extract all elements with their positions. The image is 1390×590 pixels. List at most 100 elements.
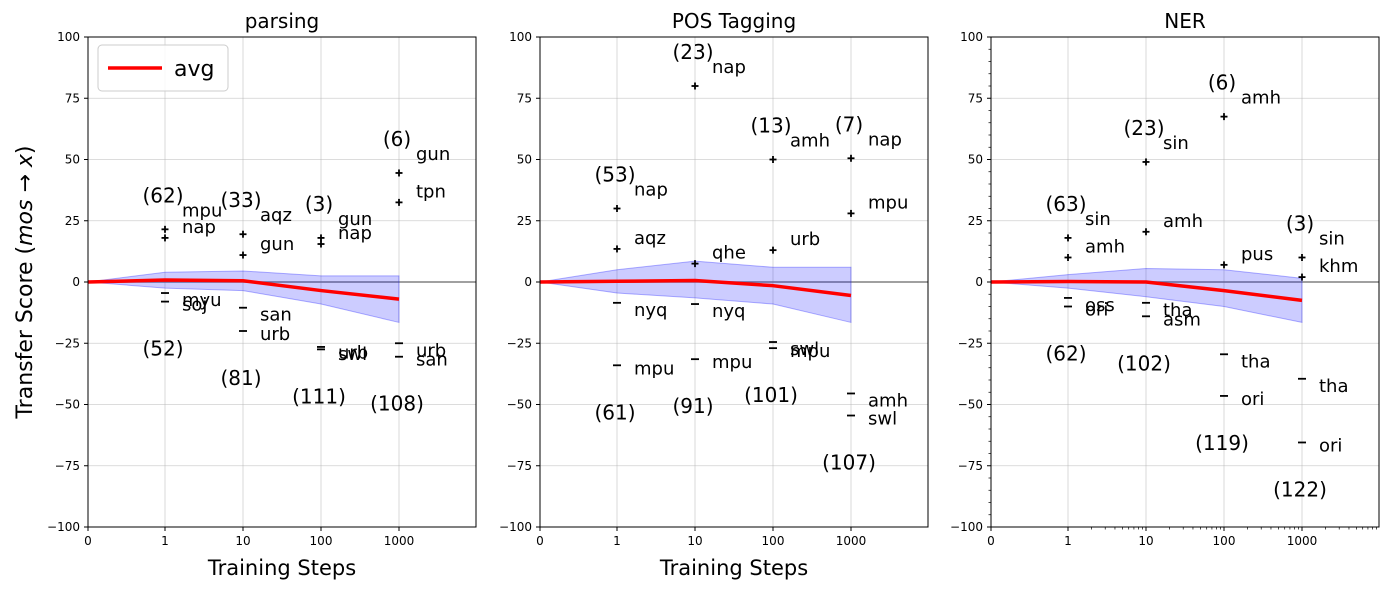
degraded-count-label: (52) bbox=[142, 337, 183, 361]
x-tick-label: 1 bbox=[161, 534, 169, 548]
x-axis-label: Training Steps bbox=[207, 556, 356, 580]
y-tick-label: 100 bbox=[509, 30, 532, 44]
language-label: tpn bbox=[416, 181, 446, 202]
language-label: amh bbox=[1241, 88, 1281, 109]
language-label: mpu bbox=[712, 352, 752, 373]
language-label: swl bbox=[790, 339, 819, 360]
y-tick-label: −100 bbox=[499, 520, 532, 534]
language-label: tha bbox=[1163, 300, 1193, 321]
language-label: gun bbox=[260, 234, 294, 255]
language-label: nap bbox=[634, 180, 668, 201]
x-tick-label: 1000 bbox=[1287, 534, 1318, 548]
legend-box bbox=[97, 44, 229, 92]
language-label: soj bbox=[182, 295, 207, 316]
chart-title: NER bbox=[1164, 9, 1206, 33]
x-tick-label: 0 bbox=[987, 534, 995, 548]
degraded-count-label: (91) bbox=[672, 394, 713, 418]
y-tick-label: 75 bbox=[65, 91, 80, 105]
degraded-count-label: (101) bbox=[744, 383, 798, 407]
x-tick-label: 100 bbox=[1213, 534, 1236, 548]
language-label: urb bbox=[416, 340, 446, 361]
y-tick-label: −75 bbox=[55, 459, 80, 473]
y-tick-label: −75 bbox=[958, 459, 983, 473]
language-label: swl bbox=[868, 409, 897, 430]
language-label: mpu bbox=[868, 192, 908, 213]
y-tick-label: 50 bbox=[517, 153, 532, 167]
language-label: sin bbox=[1085, 209, 1111, 230]
improved-count-label: (6) bbox=[1208, 71, 1236, 95]
y-axis-label-math: mos bbox=[13, 200, 38, 246]
y-tick-label: −25 bbox=[958, 336, 983, 350]
improved-count-label: (7) bbox=[835, 112, 863, 136]
language-label: nap bbox=[712, 57, 746, 78]
language-label: amh bbox=[1163, 211, 1203, 232]
y-tick-label: 50 bbox=[968, 153, 983, 167]
chart-title: POS Tagging bbox=[672, 9, 796, 33]
language-label: nap bbox=[338, 223, 372, 244]
x-tick-label: 100 bbox=[762, 534, 785, 548]
language-label: asm bbox=[1163, 309, 1201, 330]
improved-count-label: (23) bbox=[672, 40, 713, 64]
avg-line bbox=[990, 279, 1303, 303]
y-tick-label: −50 bbox=[507, 398, 532, 412]
improved-count-label: (23) bbox=[1123, 116, 1164, 140]
improved-count-label: (13) bbox=[750, 114, 791, 138]
language-label: nyq bbox=[712, 301, 746, 322]
language-label: qhe bbox=[712, 243, 746, 264]
y-axis-label-main: Transfer Score ( bbox=[13, 246, 38, 420]
language-label: sin bbox=[1319, 229, 1345, 250]
improved-count-label: (63) bbox=[1045, 192, 1086, 216]
y-tick-label: 25 bbox=[65, 214, 80, 228]
improved-count-label: (6) bbox=[383, 127, 411, 151]
y-tick-label: 75 bbox=[968, 91, 983, 105]
degraded-count-label: (111) bbox=[292, 384, 346, 408]
improved-count-label: (3) bbox=[305, 192, 333, 216]
x-tick-label: 1000 bbox=[836, 534, 867, 548]
chart-title: parsing bbox=[245, 9, 320, 33]
x-tick-label: 10 bbox=[235, 534, 250, 548]
language-label: sin bbox=[1163, 133, 1189, 154]
y-axis-label-close: ) bbox=[13, 145, 38, 154]
language-label: urb bbox=[338, 342, 368, 363]
x-tick-label: 10 bbox=[687, 534, 702, 548]
y-tick-label: 50 bbox=[65, 153, 80, 167]
language-label: urb bbox=[790, 229, 820, 250]
y-tick-label: 100 bbox=[57, 30, 80, 44]
x-tick-label: 0 bbox=[536, 534, 544, 548]
y-tick-label: 0 bbox=[975, 275, 983, 289]
x-axis-label: Training Steps bbox=[659, 556, 808, 580]
degraded-count-label: (81) bbox=[220, 366, 261, 390]
language-label: amh bbox=[1085, 237, 1125, 258]
language-label: amh bbox=[868, 390, 908, 411]
avg-range-band bbox=[87, 270, 400, 324]
language-label: ori bbox=[1241, 389, 1264, 410]
language-label: aqz bbox=[260, 205, 292, 226]
y-axis-label-var: x bbox=[13, 153, 38, 168]
degraded-count-label: (61) bbox=[594, 400, 635, 424]
y-axis-label-arrow: → bbox=[13, 167, 38, 199]
degraded-count-label: (62) bbox=[1045, 342, 1086, 366]
language-label: ori bbox=[1085, 300, 1108, 321]
avg-line bbox=[87, 278, 400, 301]
language-label: swl bbox=[338, 344, 367, 365]
y-tick-label: 100 bbox=[960, 30, 983, 44]
degraded-count-label: (122) bbox=[1273, 477, 1327, 501]
language-label: mpu bbox=[634, 358, 674, 379]
y-tick-label: −100 bbox=[950, 520, 983, 534]
y-axis-label: Transfer Score (mos → x) bbox=[13, 145, 38, 419]
language-label: aqz bbox=[634, 228, 666, 249]
language-label: san bbox=[260, 305, 292, 326]
language-label: khm bbox=[1319, 256, 1358, 277]
language-label: tha bbox=[1241, 351, 1271, 372]
y-tick-label: 0 bbox=[524, 275, 532, 289]
x-tick-label: 100 bbox=[310, 534, 333, 548]
chart-panel-3: NER 100 75 50 25 0 −25 −50 −75 −100 0 1 10 100 1000 sin… bbox=[950, 9, 1380, 548]
x-tick-label: 10 bbox=[1138, 534, 1153, 548]
avg-range-band bbox=[539, 260, 852, 324]
language-label: gun bbox=[416, 144, 450, 165]
x-tick-label: 1 bbox=[1064, 534, 1072, 548]
degraded-count-label: (119) bbox=[1195, 431, 1249, 455]
language-label: amh bbox=[790, 131, 830, 152]
